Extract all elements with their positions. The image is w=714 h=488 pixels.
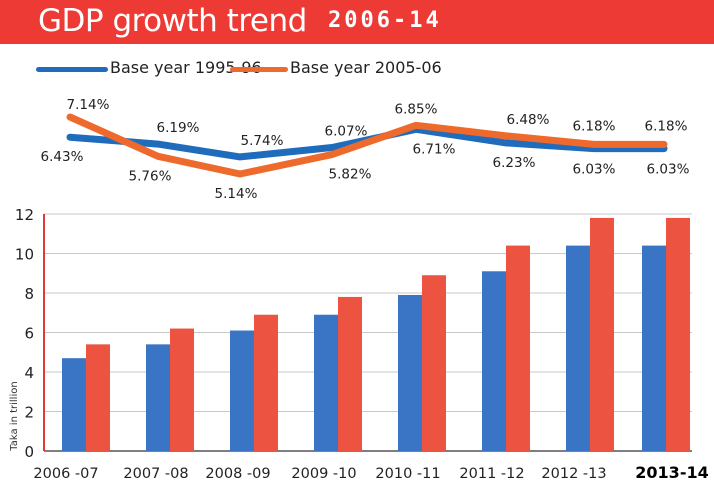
bar-2005: [666, 217, 690, 451]
header-bar: GDP growth trend 2006-14: [0, 0, 714, 44]
bar-2005: [590, 217, 614, 451]
bar-2005: [254, 314, 278, 451]
bar-chart: 0 2 4 6 8 10 12 Taka in trillion 2006 -07 2007 -0…: [9, 206, 709, 482]
line-label: 6.85%: [395, 101, 438, 117]
legend: Base year 1995-96 Base year 2005-06: [0, 54, 714, 84]
x-tick-label: 2008 -09: [205, 466, 270, 482]
x-tick-label: 2009 -10: [291, 466, 356, 482]
legend-swatch-2005: [230, 67, 288, 72]
line-label: 6.48%: [507, 112, 550, 128]
line-label: 5.14%: [215, 186, 258, 202]
bar-1995: [314, 314, 338, 451]
line-series-2005: [66, 113, 668, 178]
bar-1995: [566, 245, 590, 451]
bar-1995: [482, 271, 506, 451]
line-label: 6.43%: [41, 149, 84, 165]
y-tick-label: 10: [15, 246, 34, 264]
line-label: 6.03%: [573, 162, 616, 178]
line-label: 5.76%: [129, 168, 172, 184]
line-label: 7.14%: [67, 97, 110, 113]
legend-label-2005: Base year 2005-06: [290, 58, 442, 77]
line-label: 6.07%: [325, 123, 368, 139]
bar-1995: [146, 344, 170, 451]
y-tick-label: 0: [24, 443, 34, 461]
line-label: 6.03%: [647, 162, 690, 178]
x-tick-label: 2011 -12: [459, 466, 524, 482]
line-label: 6.18%: [645, 118, 688, 134]
y-tick-label: 12: [15, 206, 34, 224]
bar-2005: [506, 245, 530, 451]
legend-label-1995: Base year 1995-96: [110, 58, 262, 77]
line-label: 6.23%: [493, 155, 536, 171]
bar-2005: [170, 328, 194, 451]
legend-swatch-1995: [36, 67, 108, 72]
bar-1995: [230, 330, 254, 451]
x-tick-label: 2012 -13: [541, 466, 606, 482]
bar-1995: [398, 294, 422, 451]
chart-subtitle: 2006-14: [328, 8, 442, 33]
line-chart: 6.43% 6.19% 5.74% 6.07% 6.71% 6.23% 6.03% 6.03%…: [41, 97, 690, 202]
chart-title: GDP growth trend: [38, 3, 307, 39]
x-tick-label: 2013-14: [635, 463, 708, 482]
line-label: 6.71%: [413, 141, 456, 157]
line-label: 6.19%: [157, 120, 200, 136]
y-tick-label: 4: [24, 364, 34, 382]
bar-1995: [642, 245, 666, 451]
y-tick-label: 8: [24, 285, 34, 303]
bar-2005: [86, 344, 110, 451]
bar-2005: [338, 296, 362, 451]
y-tick-label: 6: [24, 325, 34, 343]
y-tick-label: 2: [24, 404, 34, 422]
line-label: 5.74%: [241, 133, 284, 149]
line-label: 6.18%: [573, 118, 616, 134]
x-tick-label: 2006 -07: [33, 466, 98, 482]
x-tick-label: 2010 -11: [375, 466, 440, 482]
line-label: 5.82%: [329, 167, 372, 183]
y-axis-label: Taka in trillion: [9, 381, 20, 451]
bar-2005: [422, 275, 446, 451]
x-tick-label: 2007 -08: [123, 466, 188, 482]
bar-1995: [62, 358, 86, 451]
